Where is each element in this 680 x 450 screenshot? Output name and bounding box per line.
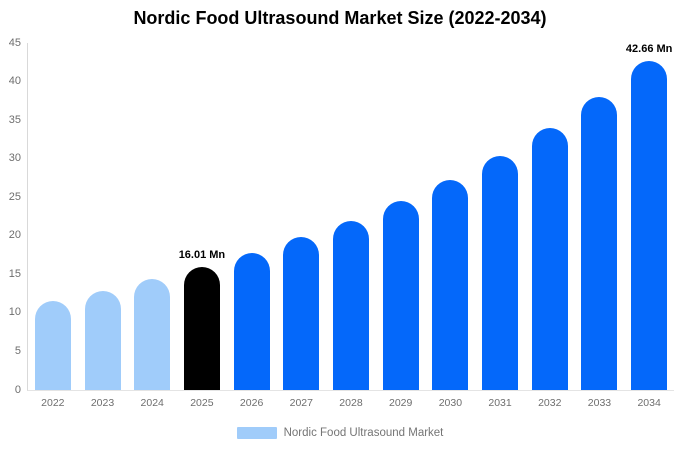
x-axis-tick-label: 2032 [538,397,562,409]
bar-2025 [183,266,220,390]
y-axis-tick-label: 20 [8,229,21,242]
bar-2030 [432,179,469,390]
bar-2024 [134,278,171,390]
y-axis-tick-label: 10 [8,306,21,319]
x-axis-tick-label: 2029 [389,397,413,409]
legend-item[interactable]: Nordic Food Ultrasound Market [0,424,680,442]
bar-2032 [531,127,568,390]
y-axis-tick-label: 25 [8,190,21,203]
bar-value-label: 16.01 Mn [178,248,226,261]
y-axis-tick-label: 5 [14,344,21,357]
x-axis-tick-label: 2024 [140,397,164,409]
y-axis-tick-label: 15 [8,267,21,280]
legend-label: Nordic Food Ultrasound Market [283,427,444,439]
y-axis-tick-label: 45 [8,36,21,49]
plot-area: 16.01 Mn 42.66 Mn 2022 2023 2024 2025 2026 202… [27,43,674,409]
bar-2026 [233,252,270,390]
x-axis-tick-label: 2033 [587,397,612,409]
bar-2033 [581,96,618,390]
y-axis-tick-label: 0 [14,383,21,396]
y-axis-tick-label: 40 [8,75,21,88]
x-axis-tick-label: 2025 [190,397,214,409]
chart-title: Nordic Food Ultrasound Market Size (2022… [133,8,547,28]
bar-2031 [482,156,519,390]
bar-2028 [333,221,369,390]
y-axis-tick-label: 35 [8,113,21,126]
x-axis-tick-label: 2027 [289,397,313,409]
bar-2029 [382,201,419,390]
bar-2023 [84,290,121,390]
bar-2022 [34,301,71,390]
y-axis-tick-label: 30 [8,152,21,165]
bar-value-label: 42.66 Mn [625,43,673,56]
x-axis-tick-label: 2026 [239,397,264,409]
x-axis-tick-label: 2030 [438,397,463,409]
x-axis-tick-label: 2031 [488,397,512,409]
bar-2027 [283,237,320,390]
x-axis-tick-label: 2028 [339,397,363,409]
x-axis-tick-label: 2023 [90,397,115,409]
bar-2034 [631,61,668,390]
x-axis-tick-label: 2022 [41,397,65,409]
x-axis-tick-label: 2034 [637,397,661,409]
legend-swatch [236,427,277,439]
